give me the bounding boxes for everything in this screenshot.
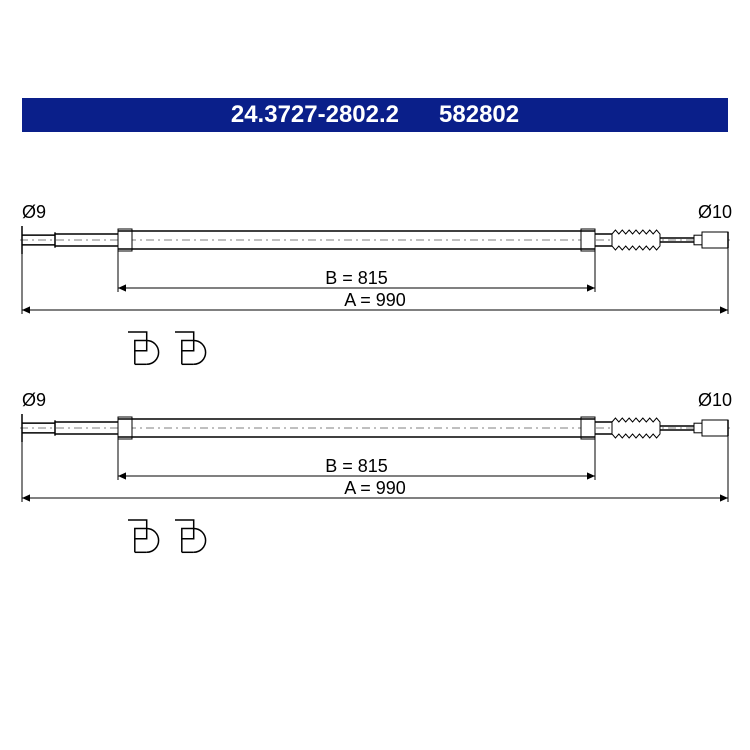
- drawing-canvas: 24.3727-2802.2 582802 Ø9Ø10B = 815A = 99…: [0, 0, 750, 750]
- svg-text:A = 990: A = 990: [344, 478, 406, 498]
- technical-drawing: Ø9Ø10B = 815A = 990Ø9Ø10B = 815A = 990: [0, 0, 750, 750]
- svg-text:A = 990: A = 990: [344, 290, 406, 310]
- svg-text:B = 815: B = 815: [325, 268, 388, 288]
- svg-text:Ø10: Ø10: [698, 202, 732, 222]
- svg-text:Ø9: Ø9: [22, 390, 46, 410]
- svg-text:B = 815: B = 815: [325, 456, 388, 476]
- svg-text:Ø9: Ø9: [22, 202, 46, 222]
- svg-text:Ø10: Ø10: [698, 390, 732, 410]
